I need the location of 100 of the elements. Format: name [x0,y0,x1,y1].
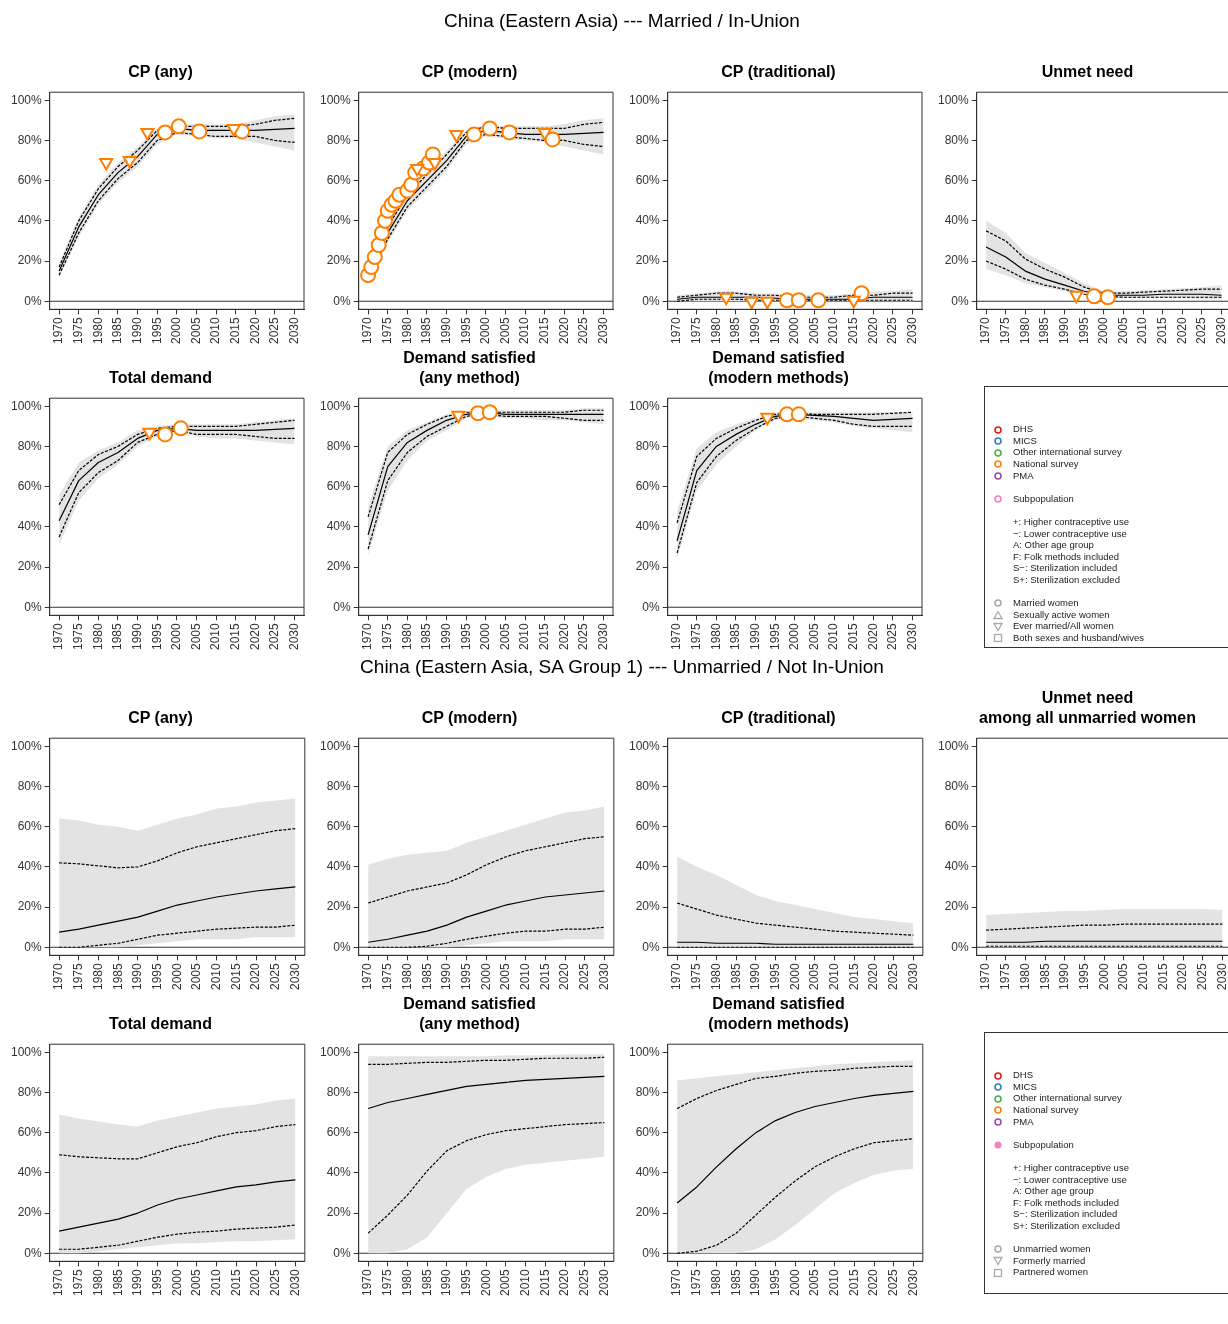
y-tick-label: 40% [17,213,43,228]
x-tick-label: 2005 [1116,962,1131,991]
chart-title: CP (traditional) [720,62,837,82]
x-tick-label: 2025 [577,962,591,991]
x-tick-label: 2025 [1194,316,1209,345]
x-tick-label: 1980 [399,622,414,651]
x-tick-label: 1985 [728,962,743,991]
x-tick-label: 2000 [169,622,184,651]
x-tick-label: 2025 [576,316,591,345]
y-tick-label: 100% [319,92,352,107]
x-tick-label: 2010 [826,622,841,651]
x-tick-label: 1985 [728,622,743,651]
x-tick-label: 2010 [826,1268,841,1297]
y-tick-label: 20% [326,559,352,574]
x-tick-label: 2025 [885,316,900,345]
x-tick-label: 1975 [689,316,704,345]
x-tick-label: 1990 [129,316,144,345]
x-tick-label: 2005 [497,622,512,651]
x-tick-label: 2000 [787,1268,802,1297]
x-tick-label: 1990 [130,1268,145,1297]
x-tick-label: 2015 [846,622,861,651]
y-tick-label: 60% [326,172,352,187]
x-tick-label: 1975 [380,316,395,345]
x-tick-label: 1975 [998,962,1013,991]
y-tick-label: 0% [333,293,352,308]
text: Subpopulation [1013,1138,1074,1150]
x-tick-label: 1985 [1037,962,1052,991]
x-tick-label: 1980 [90,316,105,345]
x-tick-label: 1990 [747,316,762,345]
text: MICS [1013,434,1037,446]
x-tick-label: 1970 [360,962,375,991]
y-tick-label: 80% [635,132,661,147]
x-tick-label: 2030 [287,1268,302,1297]
x-tick-label: 2020 [557,962,572,991]
x-tick-label: 2015 [537,316,552,345]
x-tick-label: 2000 [787,622,802,651]
y-tick-label: 20% [17,559,43,574]
x-tick-label: 2010 [1135,316,1150,345]
y-tick-label: 20% [17,253,43,268]
y-tick-label: 80% [17,132,43,147]
y-tick-label: 0% [642,293,661,308]
x-tick-label: 1990 [1056,316,1071,345]
x-tick-label: 2020 [556,622,571,651]
x-tick-label: 2000 [787,962,802,991]
x-tick-label: 1990 [130,962,145,991]
chart-title: CP (modern) [420,708,519,728]
y-tick-label: 100% [628,738,661,753]
text: Other international survey [1013,446,1122,458]
x-tick-label: 2020 [1174,316,1189,345]
x-tick-label: 2010 [826,962,841,991]
y-tick-label: 60% [17,478,43,493]
x-tick-label: 1985 [110,1268,125,1297]
x-tick-label: 2020 [866,962,881,991]
y-tick-label: 60% [635,478,661,493]
y-tick-label: 40% [17,859,43,874]
x-tick-label: 1995 [149,316,164,345]
text: F: Folk methods included [1013,550,1120,562]
chart-title: Demand satisfied (modern methods) [707,994,850,1034]
y-tick-label: 40% [326,859,352,874]
chart-title: Demand satisfied (any method) [402,994,537,1034]
text: Unmarried women [1013,1243,1091,1255]
x-tick-label: 1970 [669,316,684,345]
chart-title: CP (modern) [420,62,519,82]
x-tick-label: 2015 [1155,962,1170,991]
text: F: Folk methods included [1013,1196,1120,1208]
x-tick-label: 2020 [1175,962,1190,991]
chart-title: Demand satisfied (any method) [402,348,537,388]
y-tick-label: 60% [326,1124,352,1139]
x-tick-label: 1970 [360,1268,375,1297]
x-tick-label: 1980 [90,622,105,651]
x-tick-label: 2020 [866,1268,881,1297]
x-tick-label: 1975 [689,962,704,991]
x-tick-label: 2010 [208,1268,223,1297]
x-tick-label: 2015 [846,316,861,345]
x-tick-label: 2010 [208,316,223,345]
x-tick-label: 2020 [248,962,263,991]
chart-title: CP (traditional) [720,708,837,728]
x-tick-label: 2010 [208,622,223,651]
y-tick-label: 40% [635,213,661,228]
x-tick-label: 1975 [71,622,86,651]
text: MICS [1013,1080,1037,1092]
x-tick-label: 2000 [787,316,802,345]
x-tick-label: 2000 [1096,962,1111,991]
x-tick-label: 1985 [419,1268,434,1297]
x-tick-label: 1975 [689,1268,704,1297]
text: DHS [1013,423,1034,435]
y-tick-label: 20% [635,253,661,268]
y-tick-label: 80% [944,132,970,147]
y-tick-label: 100% [937,92,970,107]
x-tick-label: 1980 [90,962,105,991]
x-tick-label: 1980 [399,316,414,345]
x-tick-label: 2015 [537,1268,552,1297]
y-tick-label: 0% [24,599,43,614]
x-tick-label: 2030 [1213,316,1228,345]
y-tick-label: 80% [944,778,970,793]
x-tick-label: 2025 [268,962,282,991]
y-tick-label: 60% [17,172,43,187]
x-tick-label: 1975 [689,622,704,651]
x-tick-label: 1990 [129,622,144,651]
x-tick-label: 2000 [478,1268,493,1297]
